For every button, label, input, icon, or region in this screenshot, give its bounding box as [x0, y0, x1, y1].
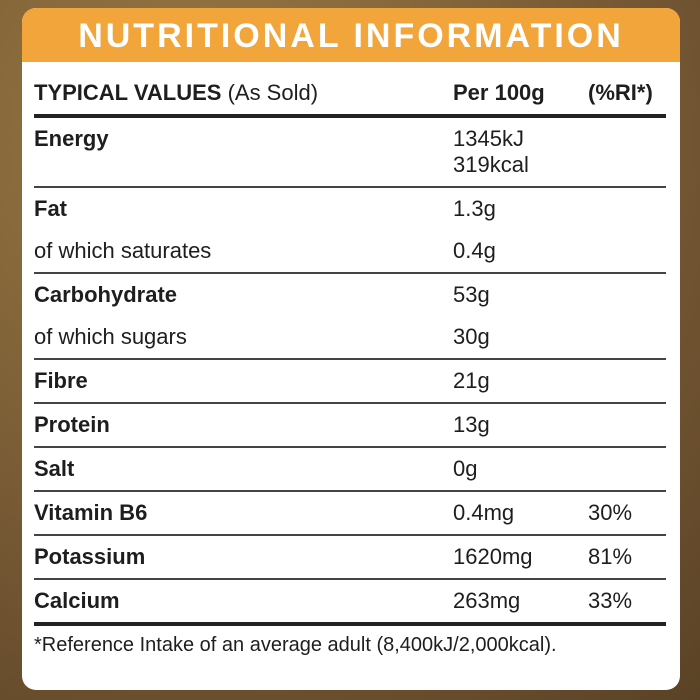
table-row: Protein 13g — [34, 404, 666, 446]
row-group: Salt 0g — [34, 448, 666, 492]
table-row: Vitamin B6 0.4mg 30% — [34, 492, 666, 534]
nutrient-name: Energy — [34, 126, 109, 151]
ri-value: 81% — [588, 544, 633, 569]
nutrition-panel: NUTRITIONAL INFORMATION TYPICAL VALUES (… — [22, 8, 680, 690]
table-row: Fat 1.3g — [34, 188, 666, 230]
per100-cell: 13g — [453, 412, 588, 438]
nutrient-name: Protein — [34, 412, 110, 437]
header-note: (As Sold) — [227, 80, 319, 105]
ri-cell — [588, 282, 666, 308]
row-group: Calcium 263mg 33% — [34, 580, 666, 626]
nutrient-name: of which sugars — [34, 324, 187, 349]
ri-cell — [588, 238, 666, 264]
nutrient-name: Salt — [34, 456, 75, 481]
title: NUTRITIONAL INFORMATION — [22, 8, 680, 62]
header-label: TYPICAL VALUES — [34, 80, 222, 105]
row-group: Vitamin B6 0.4mg 30% — [34, 492, 666, 536]
per100-cell: 0g — [453, 456, 588, 482]
per100-cell: 21g — [453, 368, 588, 394]
per100-value: 1620mg — [453, 544, 533, 569]
header-per100: Per 100g — [453, 80, 545, 105]
nutrient-name: Carbohydrate — [34, 282, 178, 307]
nutrition-table: TYPICAL VALUES (As Sold) Per 100g (%RI*)… — [34, 70, 666, 626]
table-row: of which saturates 0.4g — [34, 230, 666, 272]
per100-value: 21g — [453, 368, 490, 393]
row-group: Energy 1345kJ 319kcal — [34, 118, 666, 188]
ri-cell — [588, 456, 666, 482]
per100-value: 0.4mg — [453, 500, 515, 525]
per100-value: 30g — [453, 324, 490, 349]
per100-cell: 0.4mg — [453, 500, 588, 526]
row-group: Fat 1.3g of which saturates 0.4g — [34, 188, 666, 274]
nutrient-name: Vitamin B6 — [34, 500, 148, 525]
table-row: Calcium 263mg 33% — [34, 580, 666, 622]
per100-cell: 30g — [453, 324, 588, 350]
per100-value: 13g — [453, 412, 490, 437]
table-row: Carbohydrate 53g — [34, 274, 666, 316]
nutrient-name: Potassium — [34, 544, 146, 569]
per100-value: 0.4g — [453, 238, 496, 263]
row-group: Carbohydrate 53g of which sugars 30g — [34, 274, 666, 360]
per100-value: 1.3g — [453, 196, 496, 221]
row-group: Fibre 21g — [34, 360, 666, 404]
per100-value: 0g — [453, 456, 478, 481]
header-ri: (%RI*) — [588, 80, 653, 105]
table-row: of which sugars 30g — [34, 316, 666, 358]
per100-cell: 53g — [453, 282, 588, 308]
ri-value: 30% — [588, 500, 633, 525]
table-row: Salt 0g — [34, 448, 666, 490]
per100-value: 1345kJ — [453, 126, 524, 151]
per100-cell: 1345kJ 319kcal — [453, 126, 588, 178]
per100-value: 263mg — [453, 588, 521, 613]
ri-cell — [588, 412, 666, 438]
table-row: Fibre 21g — [34, 360, 666, 402]
ri-cell — [588, 324, 666, 350]
per100-cell: 1620mg — [453, 544, 588, 570]
header-cell: TYPICAL VALUES (As Sold) — [34, 80, 453, 106]
per100-cell: 263mg — [453, 588, 588, 614]
per100-cell: 1.3g — [453, 196, 588, 222]
header-row: TYPICAL VALUES (As Sold) Per 100g (%RI*) — [34, 70, 666, 118]
nutrient-name: of which saturates — [34, 238, 212, 263]
ri-cell — [588, 368, 666, 394]
ri-cell — [588, 196, 666, 222]
table-row: Energy 1345kJ 319kcal — [34, 118, 666, 186]
footnote: *Reference Intake of an average adult (8… — [34, 634, 557, 656]
ri-value: 33% — [588, 588, 633, 613]
per100-cell: 0.4g — [453, 238, 588, 264]
table-row: Potassium 1620mg 81% — [34, 536, 666, 578]
row-group: Protein 13g — [34, 404, 666, 448]
nutrient-name: Fat — [34, 196, 67, 221]
nutrient-name: Calcium — [34, 588, 120, 613]
nutrient-name: Fibre — [34, 368, 88, 393]
per100-value: 53g — [453, 282, 490, 307]
ri-cell — [588, 126, 666, 178]
per100-value: 319kcal — [453, 152, 529, 177]
row-group: Potassium 1620mg 81% — [34, 536, 666, 580]
